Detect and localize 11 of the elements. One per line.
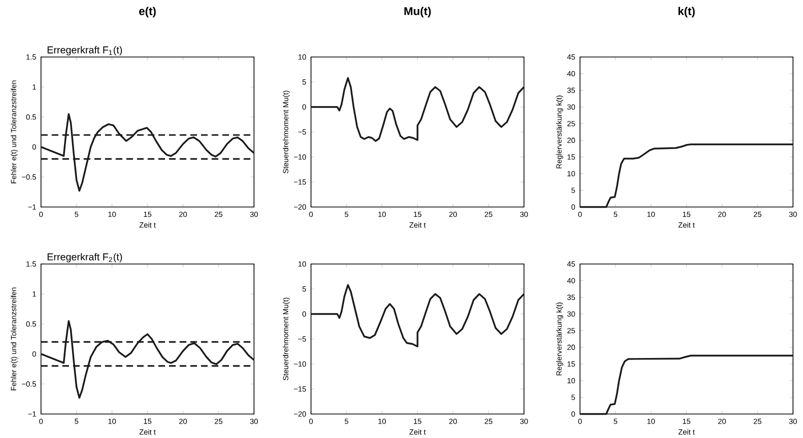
line-series (579, 354, 794, 415)
line-series (40, 113, 255, 192)
line-series (579, 143, 794, 208)
line-series (310, 77, 525, 142)
chart-title: k(t) (678, 6, 695, 18)
line-series (310, 284, 525, 348)
chart-subtitle: Erregerkraft F$_{2}$(t) (48, 253, 122, 262)
chart-subtitle: Erregerkraft F$_{1}$(t) (48, 46, 122, 56)
line-series (40, 320, 255, 399)
chart-title: e(t) (139, 6, 156, 18)
chart-title: Mu(t) (404, 6, 431, 18)
